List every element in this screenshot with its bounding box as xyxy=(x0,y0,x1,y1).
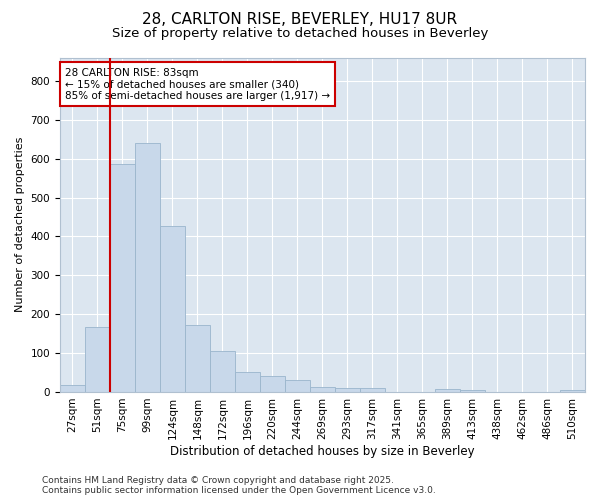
Bar xyxy=(185,325,210,392)
Bar xyxy=(360,388,385,392)
Bar xyxy=(60,385,85,392)
Bar xyxy=(235,372,260,392)
X-axis label: Distribution of detached houses by size in Beverley: Distribution of detached houses by size … xyxy=(170,444,475,458)
Text: 28 CARLTON RISE: 83sqm
← 15% of detached houses are smaller (340)
85% of semi-de: 28 CARLTON RISE: 83sqm ← 15% of detached… xyxy=(65,68,330,100)
Text: Size of property relative to detached houses in Beverley: Size of property relative to detached ho… xyxy=(112,28,488,40)
Text: 28, CARLTON RISE, BEVERLEY, HU17 8UR: 28, CARLTON RISE, BEVERLEY, HU17 8UR xyxy=(142,12,458,28)
Bar xyxy=(135,143,160,392)
Bar xyxy=(85,326,110,392)
Bar xyxy=(310,388,335,392)
Bar xyxy=(560,390,585,392)
Text: Contains HM Land Registry data © Crown copyright and database right 2025.
Contai: Contains HM Land Registry data © Crown c… xyxy=(42,476,436,495)
Bar xyxy=(285,380,310,392)
Bar xyxy=(110,164,135,392)
Bar xyxy=(160,226,185,392)
Bar xyxy=(260,376,285,392)
Bar xyxy=(335,388,360,392)
Bar xyxy=(210,351,235,392)
Y-axis label: Number of detached properties: Number of detached properties xyxy=(15,137,25,312)
Bar xyxy=(460,390,485,392)
Bar xyxy=(435,389,460,392)
